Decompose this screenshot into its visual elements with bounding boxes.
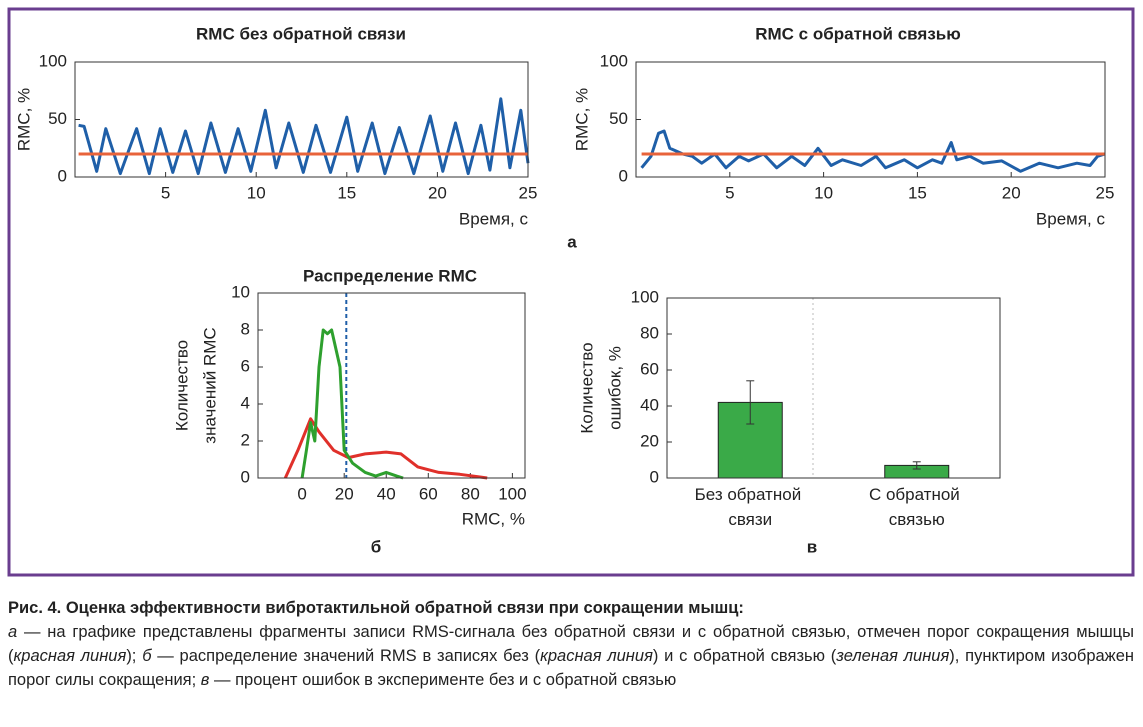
plot-frame — [635, 61, 1106, 178]
series-line — [283, 417, 488, 480]
x-tick-label: 80 — [461, 484, 480, 503]
y-axis-label: значений RMC — [200, 327, 219, 443]
x-tick-label: 100 — [498, 484, 526, 503]
caption-segment: — процент ошибок в эксперименте без и с … — [209, 671, 677, 689]
y-tick-label: 100 — [600, 51, 628, 70]
y-tick-label: 40 — [640, 395, 659, 414]
x-tick-label: 60 — [419, 484, 438, 503]
y-tick-label: 2 — [241, 430, 250, 449]
y-tick-label: 0 — [241, 467, 250, 486]
y-axis-label: RMC, % — [14, 88, 33, 151]
caption-segment: красная линия — [13, 647, 127, 665]
plot-frame — [666, 297, 1001, 479]
caption-segment: а — [8, 623, 18, 641]
panel-label: б — [371, 537, 382, 556]
x-tick-label: 5 — [161, 183, 170, 202]
y-tick-label: 50 — [609, 109, 628, 128]
x-tick-label: 5 — [725, 183, 734, 202]
caption: Рис. 4. Оценка эффективности вибротактил… — [8, 596, 1134, 692]
y-tick-label: 0 — [619, 166, 628, 185]
y-tick-label: 80 — [640, 323, 659, 342]
x-tick-label: 40 — [377, 484, 396, 503]
x-tick-label: 15 — [337, 183, 356, 202]
y-axis-label: Количество — [577, 342, 596, 433]
x-tick-label: 20 — [335, 484, 354, 503]
x-tick-label: С обратной связью — [869, 485, 965, 529]
y-tick-label: 100 — [631, 287, 659, 306]
x-tick-label: 10 — [247, 183, 266, 202]
series-line — [300, 328, 404, 480]
y-axis-label: RMC, % — [572, 88, 591, 151]
x-tick-label: Без обратной связи — [695, 485, 806, 529]
y-axis-label: ошибок, % — [605, 346, 624, 430]
chart-title: RMC без обратной связи — [196, 24, 406, 43]
y-tick-label: 50 — [48, 109, 67, 128]
x-tick-label: 25 — [519, 183, 538, 202]
series-line — [78, 97, 530, 176]
chart-title: Распределение RMC — [303, 266, 477, 285]
caption-title: Рис. 4. Оценка эффективности вибротактил… — [8, 599, 744, 617]
caption-segment: — на графике представлены фрагменты запи… — [8, 623, 1134, 665]
y-tick-label: 10 — [231, 282, 250, 301]
y-tick-label: 0 — [58, 166, 67, 185]
plot-frame — [257, 292, 526, 479]
series-line — [640, 129, 1106, 173]
caption-segment: ), пунктиром изображен порог силы сокращ… — [8, 647, 1135, 689]
y-tick-label: 6 — [241, 356, 250, 375]
x-tick-label: 20 — [428, 183, 447, 202]
y-tick-label: 60 — [640, 359, 659, 378]
chart-title: RMC с обратной связью — [755, 24, 961, 43]
y-tick-label: 0 — [650, 467, 659, 486]
y-tick-label: 8 — [241, 319, 250, 338]
x-tick-label: 10 — [814, 183, 833, 202]
x-axis-label: Время, с — [1036, 209, 1106, 228]
y-tick-label: 20 — [640, 431, 659, 450]
x-axis-label: RMC, % — [462, 509, 525, 528]
caption-segment: зеленая линия — [836, 647, 950, 665]
y-tick-label: 4 — [241, 393, 250, 412]
x-tick-label: 0 — [297, 484, 306, 503]
y-axis-label: Количество — [172, 340, 191, 431]
caption-segment: — распределение значений RMS в записях б… — [151, 647, 541, 665]
caption-segment: ) и с обратной свя­зью ( — [652, 647, 837, 665]
caption-text: а — на графике представлены фрагменты за… — [8, 623, 1134, 689]
caption-segment: б — [142, 647, 152, 665]
caption-segment: в — [200, 671, 210, 689]
x-tick-label: 20 — [1002, 183, 1021, 202]
caption-segment: ); — [126, 647, 143, 665]
x-tick-label: 15 — [908, 183, 927, 202]
plot-frame — [74, 61, 529, 178]
caption-segment: красная линия — [540, 647, 653, 665]
x-tick-label: 25 — [1096, 183, 1115, 202]
y-tick-label: 100 — [39, 51, 67, 70]
panel-label: а — [567, 232, 577, 251]
x-axis-label: Время, с — [459, 209, 529, 228]
figure-border — [7, 7, 1135, 577]
panel-label: в — [807, 537, 817, 556]
